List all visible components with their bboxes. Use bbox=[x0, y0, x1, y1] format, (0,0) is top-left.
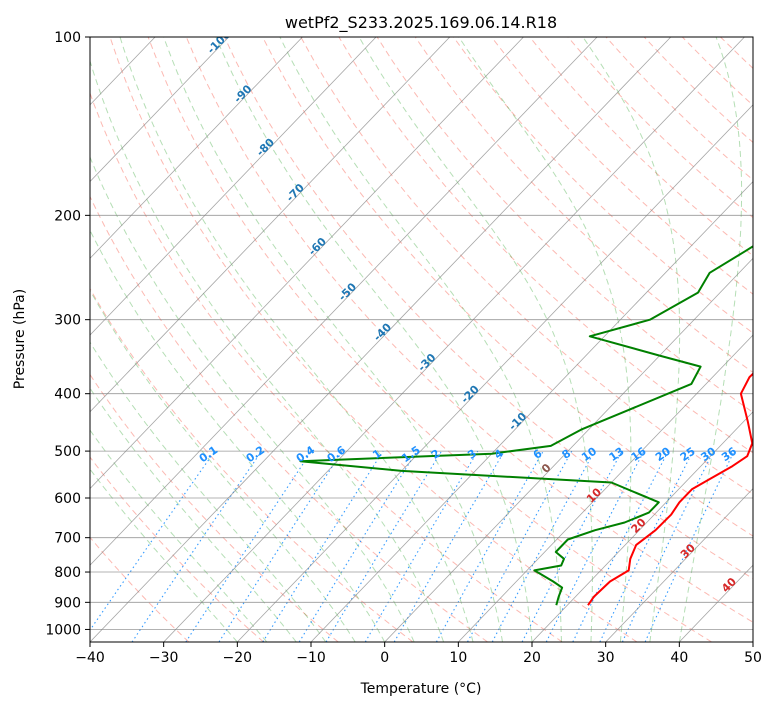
isotherm-label: 10 bbox=[584, 485, 604, 505]
y-tick-label: 700 bbox=[54, 531, 81, 547]
mixing-ratio-line bbox=[436, 451, 543, 642]
dry-adiabat bbox=[110, 37, 637, 642]
mixing-ratio-line bbox=[365, 451, 478, 642]
x-tick-label: 20 bbox=[523, 650, 541, 666]
isotherm-label: -40 bbox=[371, 320, 394, 343]
dry-adiabat bbox=[721, 37, 775, 642]
mixing-ratio-line bbox=[82, 451, 215, 642]
mixing-ratio-line bbox=[394, 451, 504, 642]
mixing-ratio-label: 13 bbox=[607, 445, 627, 464]
dry-adiabat bbox=[301, 37, 775, 642]
isotherm-line bbox=[458, 37, 775, 642]
isotherm-line bbox=[0, 37, 8, 642]
y-tick-label: 600 bbox=[54, 491, 81, 507]
y-tick-label: 200 bbox=[54, 208, 81, 224]
mixing-ratio-label: 4 bbox=[492, 447, 506, 462]
isotherm-label: -70 bbox=[284, 181, 307, 204]
mixing-ratio-label: 36 bbox=[719, 444, 739, 464]
x-tick-label: −20 bbox=[223, 650, 253, 666]
moist-adiabat bbox=[0, 37, 326, 642]
isotherm-label: 40 bbox=[719, 575, 739, 595]
mixing-ratio-label: 0.1 bbox=[197, 443, 220, 465]
mixing-ratio-line bbox=[263, 451, 383, 642]
mixing-ratio-line bbox=[573, 451, 668, 642]
y-tick-label: 100 bbox=[54, 30, 81, 46]
dry-adiabat bbox=[644, 37, 775, 642]
mixing-ratio-label: 0.2 bbox=[244, 443, 267, 465]
mixing-ratio-label: 6 bbox=[531, 447, 545, 462]
x-tick-label: −30 bbox=[149, 650, 179, 666]
mixing-ratio-label: 8 bbox=[560, 447, 574, 462]
isotherm-line bbox=[16, 37, 597, 642]
isotherm-line bbox=[753, 37, 775, 642]
x-tick-label: −40 bbox=[75, 650, 105, 666]
mixing-ratio-label: 30 bbox=[698, 444, 718, 464]
x-tick-label: 10 bbox=[449, 650, 467, 666]
mixing-ratio-label: 2 bbox=[429, 447, 443, 462]
y-tick-label: 400 bbox=[54, 387, 81, 403]
x-tick-label: 30 bbox=[597, 650, 615, 666]
y-tick-label: 800 bbox=[54, 565, 81, 581]
isotherm-line bbox=[164, 37, 745, 642]
dry-adiabat bbox=[415, 37, 775, 642]
isotherm-label: -100 bbox=[205, 28, 234, 57]
dry-adiabat bbox=[0, 37, 413, 642]
dry-adiabat bbox=[759, 37, 775, 642]
mixing-ratio-label: 20 bbox=[653, 444, 673, 464]
mixing-ratio-label: 0.6 bbox=[325, 443, 349, 465]
x-tick-label: 40 bbox=[670, 650, 688, 666]
dry-adiabat bbox=[0, 37, 189, 642]
x-tick-label: 50 bbox=[744, 650, 762, 666]
dry-adiabat bbox=[453, 37, 775, 642]
plot-frame bbox=[90, 37, 753, 642]
mixing-ratio-line bbox=[219, 451, 343, 642]
isotherm-line bbox=[0, 37, 303, 642]
y-tick-label: 1000 bbox=[45, 622, 81, 638]
isotherm-label: 30 bbox=[678, 541, 698, 561]
y-tick-label: 500 bbox=[54, 444, 81, 460]
moist-adiabat bbox=[0, 37, 267, 642]
isotherm-line bbox=[385, 37, 775, 642]
x-tick-label: 0 bbox=[380, 650, 389, 666]
x-tick-label: −10 bbox=[296, 650, 326, 666]
dry-adiabat bbox=[530, 37, 775, 642]
isotherm-label: -60 bbox=[306, 235, 329, 258]
moist-adiabat bbox=[280, 37, 562, 642]
mixing-ratio-line bbox=[132, 451, 262, 642]
y-tick-label: 300 bbox=[54, 313, 81, 329]
y-tick-label: 900 bbox=[54, 595, 81, 611]
moist-adiabat bbox=[83, 37, 444, 642]
dewpoint-profile-line bbox=[300, 37, 775, 605]
moist-adiabat bbox=[216, 37, 532, 642]
mixing-ratio-line bbox=[326, 451, 442, 642]
y-axis-label: Pressure (hPa) bbox=[12, 289, 28, 389]
isotherm-label: -80 bbox=[254, 135, 277, 158]
moist-adiabat bbox=[0, 37, 296, 642]
moist-adiabat bbox=[23, 37, 385, 642]
isotherm-line bbox=[532, 37, 775, 642]
x-axis-label: Temperature (°C) bbox=[360, 681, 482, 697]
mixing-ratio-label: 25 bbox=[678, 445, 698, 464]
dry-adiabat bbox=[263, 37, 775, 642]
moist-adiabat bbox=[120, 37, 473, 642]
mixing-ratio-label: 1.5 bbox=[399, 443, 422, 465]
mixing-ratio-label: 1 bbox=[370, 447, 384, 462]
temperature-profile-line bbox=[588, 37, 775, 605]
isotherm-label: -90 bbox=[231, 82, 254, 105]
isotherm-line bbox=[0, 37, 523, 642]
dry-adiabat bbox=[0, 37, 263, 642]
isotherm-label: -20 bbox=[459, 383, 482, 406]
moist-adiabat bbox=[0, 37, 237, 642]
moist-adiabat bbox=[164, 37, 503, 642]
isotherm-label: -50 bbox=[336, 280, 359, 303]
isotherm-label: -10 bbox=[506, 410, 529, 433]
isotherm-line bbox=[0, 37, 229, 642]
chart-title: wetPf2_S233.2025.169.06.14.R18 bbox=[285, 13, 557, 33]
